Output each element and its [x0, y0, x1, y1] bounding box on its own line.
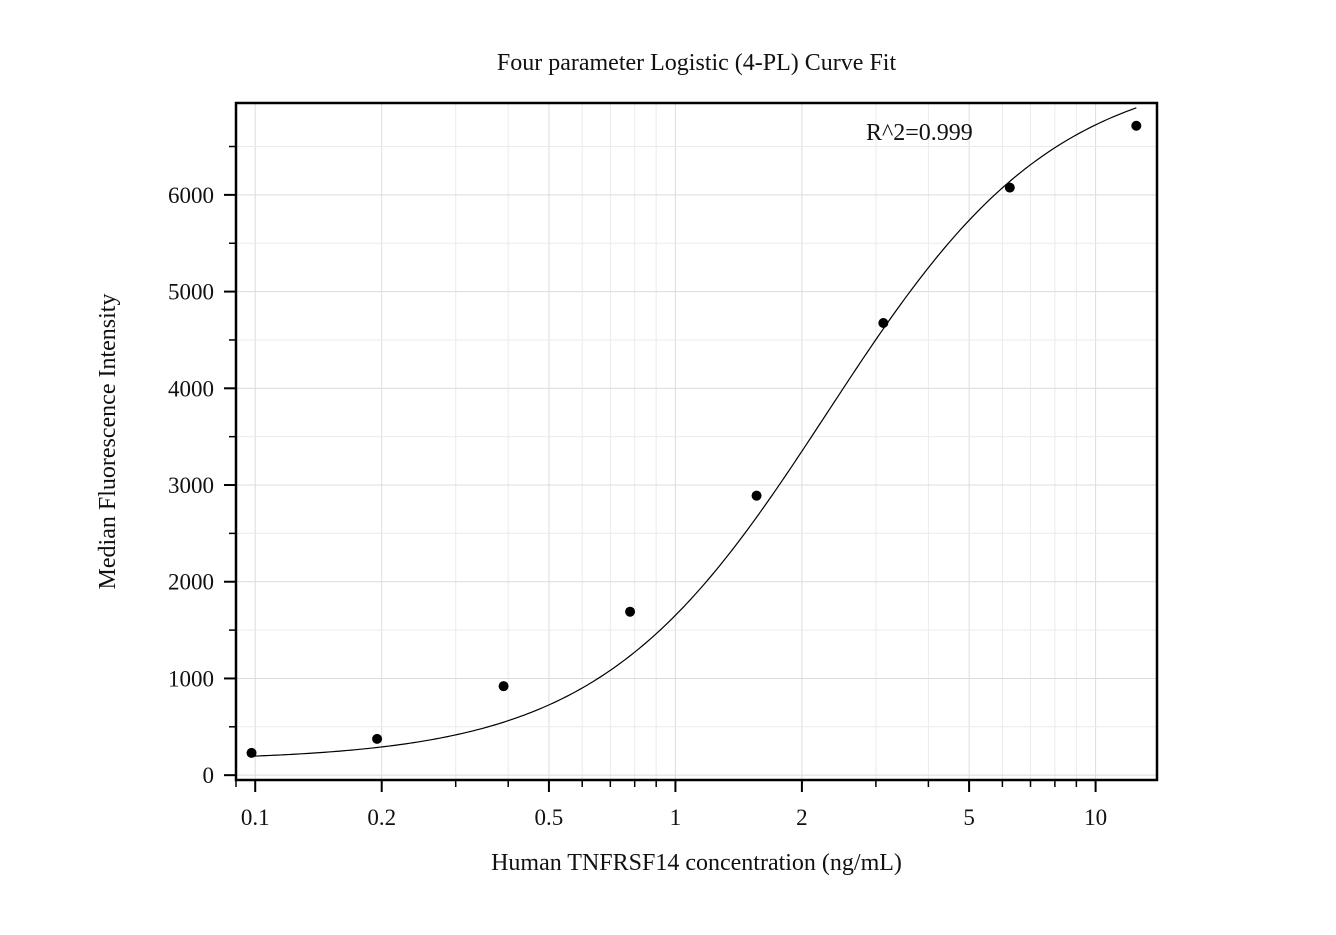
- chart-title: Four parameter Logistic (4-PL) Curve Fit: [497, 50, 897, 76]
- data-point: [1004, 182, 1015, 193]
- fit-curve: [251, 107, 1137, 757]
- data-point: [1131, 120, 1142, 131]
- data-points: [246, 120, 1142, 758]
- r-squared-annotation: R^2=0.999: [866, 120, 973, 146]
- y-tick-label: 5000: [168, 280, 214, 305]
- x-tick-label: 0.2: [367, 805, 396, 830]
- data-point: [246, 747, 257, 758]
- y-axis-ticks: 0 1000 2000 3000 4000 5000 6000: [168, 145, 236, 788]
- plot-frame: [234, 101, 1159, 782]
- data-point: [751, 490, 762, 501]
- y-tick-label: 1000: [168, 666, 214, 691]
- data-point: [498, 681, 509, 692]
- y-tick-label: 4000: [168, 376, 214, 401]
- y-axis-label: Median Fluorescence Intensity: [95, 294, 121, 590]
- x-axis-ticks: 0.1 0.2 0.5 1 2 5 10: [235, 780, 1107, 830]
- fit-curve-layer: [251, 107, 1137, 757]
- x-tick-label: 0.5: [535, 805, 564, 830]
- data-point: [625, 606, 636, 617]
- data-point: [878, 318, 889, 329]
- y-tick-label: 0: [203, 763, 215, 788]
- x-tick-label: 10: [1084, 805, 1107, 830]
- y-tick-label: 2000: [168, 570, 214, 595]
- grid: [235, 103, 1157, 780]
- x-tick-label: 2: [796, 805, 808, 830]
- x-tick-label: 0.1: [241, 805, 270, 830]
- x-tick-label: 1: [670, 805, 682, 830]
- data-point: [372, 733, 383, 744]
- y-tick-label: 6000: [168, 183, 214, 208]
- x-tick-label: 5: [963, 805, 975, 830]
- y-tick-label: 3000: [168, 473, 214, 498]
- x-axis-label: Human TNFRSF14 concentration (ng/mL): [491, 850, 902, 876]
